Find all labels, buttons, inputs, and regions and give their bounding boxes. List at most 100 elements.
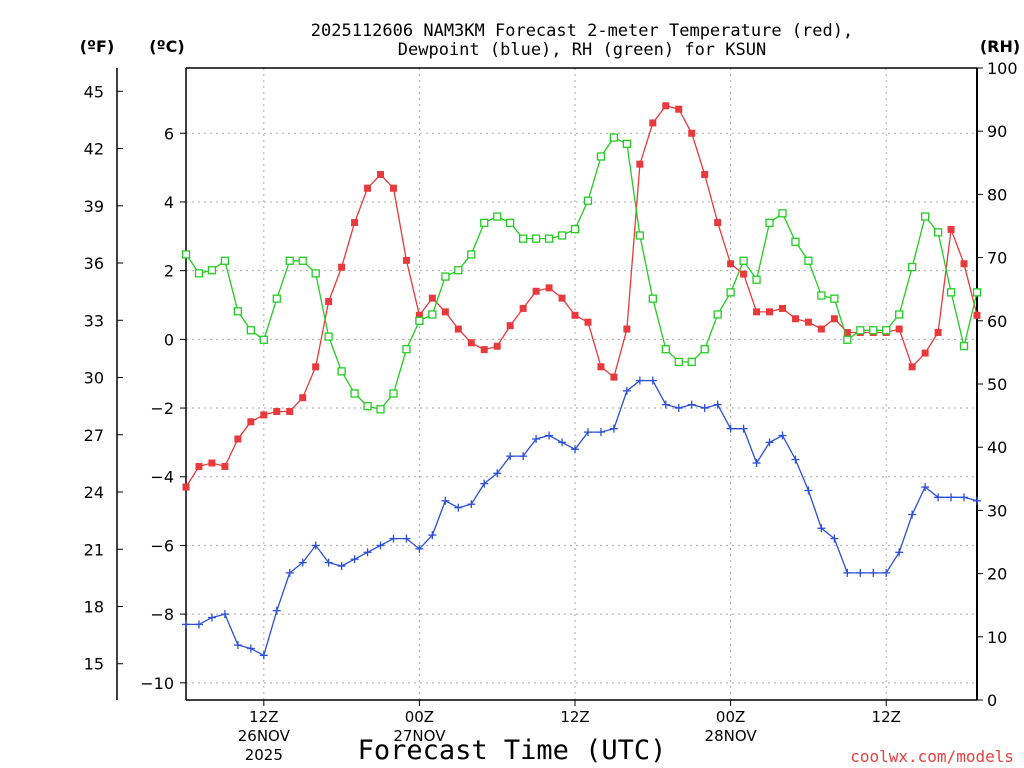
x-tick-label-hour: 12Z [872, 708, 901, 726]
rh-point [920, 212, 930, 221]
rh-point [635, 231, 645, 240]
rh-point [648, 294, 657, 303]
rh-point [194, 269, 204, 278]
fahrenheit-tick-label: 36 [84, 254, 104, 273]
dewpoint-point [648, 376, 657, 385]
rh-point [324, 332, 333, 341]
dewpoint-point [726, 424, 735, 433]
x-tick-label-hour: 00Z [405, 708, 434, 726]
rh-point [596, 152, 606, 161]
series-temperature [182, 102, 981, 491]
dewpoint-point [324, 558, 333, 567]
temperature-point [830, 315, 838, 323]
fahrenheit-tick-label: 33 [84, 311, 104, 330]
rh-point [700, 345, 709, 354]
dewpoint-point [428, 531, 437, 540]
rh-point [765, 218, 774, 227]
rh-line [185, 136, 978, 411]
rh-point [843, 335, 852, 344]
rh-point [544, 234, 554, 243]
rh-point [311, 269, 320, 278]
x-tick-label-date: 28NOV [705, 727, 758, 745]
dewpoint-point [350, 555, 359, 564]
dewpoint-point [687, 400, 696, 409]
chart-title-line2: Dewpoint (blue), RH (green) for KSUN [398, 40, 766, 60]
rh-point [804, 256, 813, 265]
rh-point [882, 326, 891, 335]
dewpoint-point [259, 651, 268, 660]
dewpoint-line [186, 379, 978, 657]
rh-point [972, 288, 982, 297]
temperature-point [727, 260, 735, 268]
rh-point [506, 218, 515, 227]
temperature-point [817, 325, 825, 333]
dewpoint-point [765, 438, 774, 447]
dewpoint-point [558, 438, 567, 447]
rh-point [402, 345, 411, 354]
temperature-point [623, 325, 631, 333]
dewpoint-point [441, 496, 450, 505]
dewpoint-point [635, 376, 644, 385]
rh-point [493, 212, 502, 221]
dewpoint-point [804, 486, 813, 495]
rh-point [778, 209, 787, 218]
temperature-point [843, 328, 851, 336]
dewpoint-point [376, 541, 385, 550]
temperature-point [364, 184, 372, 192]
rh-point [363, 401, 372, 411]
dewpoint-point [856, 568, 865, 577]
dewpoint-point [934, 493, 943, 502]
temperature-point [325, 298, 333, 306]
x-tick-label-date: 26NOV [238, 727, 291, 745]
rh-point [830, 294, 839, 303]
rh-tick-label: 50 [987, 375, 1007, 394]
x-axis-title: Forecast Time (UTC) [358, 735, 667, 766]
rh-point [869, 326, 878, 335]
celsius-tick-label: −2 [150, 399, 174, 418]
temperature-point [428, 294, 436, 302]
x-tick-label-date: 27NOV [393, 727, 446, 745]
dewpoint-point [233, 641, 242, 650]
temperature-point [532, 287, 540, 295]
temperature-point [441, 308, 449, 316]
rh-point [557, 231, 567, 240]
rh-point [946, 288, 956, 297]
x-tick-label-hour: 00Z [716, 708, 745, 726]
rh-point [298, 256, 307, 265]
dewpoint-point [207, 613, 216, 622]
rh-tick-label: 30 [987, 501, 1007, 520]
dewpoint-point [389, 534, 398, 543]
rh-point [428, 310, 437, 319]
dewpoint-point [532, 434, 541, 443]
temperature-line [185, 105, 978, 488]
celsius-tick-label: 4 [164, 193, 174, 212]
dewpoint-point [220, 610, 229, 619]
rh-point [220, 256, 230, 265]
dewpoint-point [921, 483, 930, 492]
rh-tick-label: 20 [987, 565, 1007, 584]
rh-point [441, 272, 450, 281]
source-credit[interactable]: coolwx.com/models [850, 747, 1014, 766]
temperature-point [234, 435, 242, 443]
temperature-point [947, 225, 955, 233]
rh-point [674, 357, 683, 367]
dewpoint-point [506, 452, 515, 461]
dewpoint-point [272, 606, 281, 615]
temperature-point [182, 483, 190, 491]
dewpoint-point [467, 500, 476, 509]
x-tick-label-hour: 12Z [249, 708, 278, 726]
rh-point [337, 367, 346, 376]
temperature-point [973, 311, 981, 319]
temperature-point [454, 325, 462, 333]
temperature-point [921, 349, 929, 357]
dewpoint-point [622, 386, 631, 395]
dewpoint-point [480, 479, 489, 488]
temperature-point [804, 318, 812, 326]
fahrenheit-tick-label: 45 [84, 82, 104, 101]
rh-tick-label: 10 [987, 628, 1007, 647]
temperature-point [688, 129, 696, 137]
rh-point [791, 237, 800, 246]
temperature-point [778, 304, 786, 312]
dewpoint-point [454, 503, 463, 512]
